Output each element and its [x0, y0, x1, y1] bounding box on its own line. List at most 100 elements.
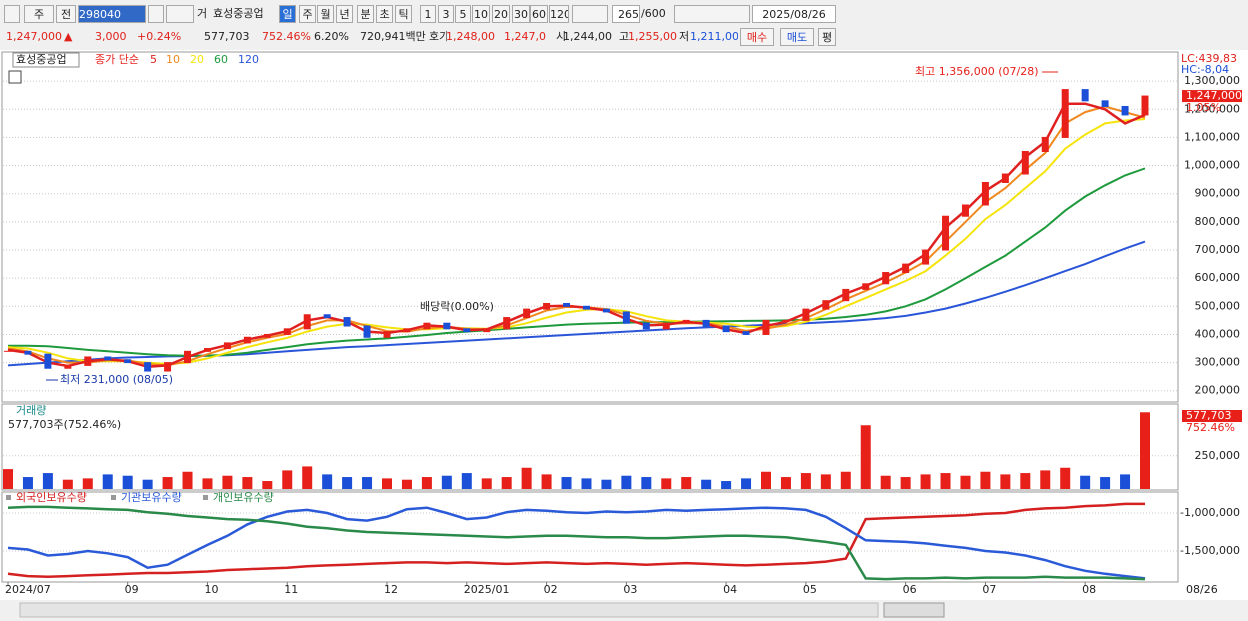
ask-label: 호가 [429, 30, 447, 43]
candle [802, 308, 810, 321]
right-label: HC:-8,04 [1181, 63, 1229, 76]
buy-button[interactable]: 매수 [740, 28, 774, 46]
multiplier-button[interactable]: 10 [472, 5, 490, 23]
y-tick-label: 600,000 [1195, 271, 1241, 284]
interval-button[interactable]: 주 [299, 5, 316, 23]
interval-button[interactable]: 월 [317, 5, 334, 23]
interval-button[interactable]: 분 [357, 5, 374, 23]
candle [762, 319, 770, 335]
ma-line [7, 118, 1146, 366]
legend-marker [203, 495, 208, 500]
price: 1,247,000 [6, 30, 62, 43]
volume-bar [1100, 477, 1111, 489]
candle [124, 359, 132, 364]
volume-bar [541, 474, 552, 489]
interval-button[interactable]: 일 [279, 5, 296, 23]
multiplier-button[interactable]: 3 [438, 5, 454, 23]
sell-button[interactable]: 매도 [780, 28, 814, 46]
volume-bar [1060, 467, 1071, 489]
volume-bar [721, 481, 732, 489]
candle [1101, 100, 1109, 107]
menu-icon[interactable] [4, 5, 20, 23]
volume-bar [521, 467, 532, 489]
candle [44, 353, 52, 369]
candle [782, 319, 790, 322]
panel-subtitle: 577,703주(752.46%) [8, 418, 121, 431]
interval-button[interactable]: 년 [336, 5, 353, 23]
candle [303, 314, 311, 330]
date-input[interactable]: 2025/08/26 [752, 5, 836, 23]
volume-bar [441, 475, 452, 489]
x-tick-label: 06 [903, 583, 917, 596]
x-tick-label: 09 [125, 583, 139, 596]
volume-bar [561, 477, 572, 489]
candle [64, 364, 72, 369]
x-tick-label: 03 [623, 583, 637, 596]
volume-bar [401, 479, 412, 489]
right-label: LC:439,83 [1181, 52, 1237, 65]
current-box [1182, 410, 1242, 422]
candle [403, 328, 411, 333]
dropdown[interactable] [572, 5, 608, 23]
candle [582, 305, 590, 310]
candle [1001, 173, 1009, 183]
volume-bar [701, 479, 712, 489]
holdings-panel [1, 491, 1179, 583]
multiplier-button[interactable]: 60 [530, 5, 548, 23]
volume-bar [421, 477, 432, 489]
scroll-buttons[interactable] [883, 602, 945, 618]
candle [483, 328, 491, 333]
volume-bar [641, 477, 652, 489]
code-input[interactable]: 298040 [78, 5, 146, 23]
y-tick-label: 800,000 [1195, 215, 1241, 228]
volume-bar [461, 473, 472, 489]
scroll-track[interactable] [19, 602, 879, 618]
candle [1041, 136, 1049, 153]
multiplier-button[interactable]: 20 [492, 5, 510, 23]
candle [1121, 105, 1129, 116]
x-tick-label: 11 [284, 583, 298, 596]
volume-bar [860, 425, 871, 489]
open-label: 시 [556, 30, 566, 43]
current-label: 1,247,000 [1186, 89, 1242, 102]
holding-line [7, 506, 1146, 580]
sound-icon[interactable] [166, 5, 194, 23]
adjust-select[interactable]: 전 [56, 5, 76, 23]
legend-entry: 개인보유수량 [213, 491, 274, 504]
volume-bar [581, 478, 592, 489]
search-icon[interactable] [148, 5, 164, 23]
x-tick-label: 08 [1082, 583, 1096, 596]
candle [822, 300, 830, 310]
volume-bar [800, 473, 811, 489]
tool-icons[interactable] [674, 5, 750, 23]
interval-button[interactable]: 틱 [395, 5, 412, 23]
count-input[interactable]: 265 [612, 5, 640, 23]
volume-bar [940, 473, 951, 489]
volume-bar [840, 471, 851, 489]
kind-label: 거 [197, 7, 208, 20]
y-tick-label: -1,000,000 [1180, 506, 1240, 519]
volume-bar [382, 478, 392, 489]
volume-bar [222, 475, 233, 489]
interval-button[interactable]: 초 [376, 5, 393, 23]
multiplier-button[interactable]: 120 [549, 5, 569, 23]
candle [722, 325, 730, 333]
candle [383, 331, 391, 338]
multiplier-button[interactable]: 1 [420, 5, 436, 23]
x-tick-label: 02 [544, 583, 558, 596]
candle [223, 342, 231, 350]
volume-bar [1020, 473, 1031, 489]
volume-bar [202, 478, 213, 489]
volume-bar [780, 477, 791, 489]
bid: 1,247,0 [504, 30, 546, 43]
candle [164, 362, 172, 372]
multiplier-button[interactable]: 5 [455, 5, 471, 23]
candle [323, 314, 331, 319]
volume-bar [262, 481, 273, 489]
volume-bar [242, 477, 253, 489]
y-tick-label: 300,000 [1195, 356, 1241, 369]
multiplier-button[interactable]: 30 [512, 5, 530, 23]
last-date: 08/26 [1186, 583, 1218, 596]
period-select[interactable]: 주 [24, 5, 54, 23]
avg-button[interactable]: 평 [818, 28, 836, 46]
